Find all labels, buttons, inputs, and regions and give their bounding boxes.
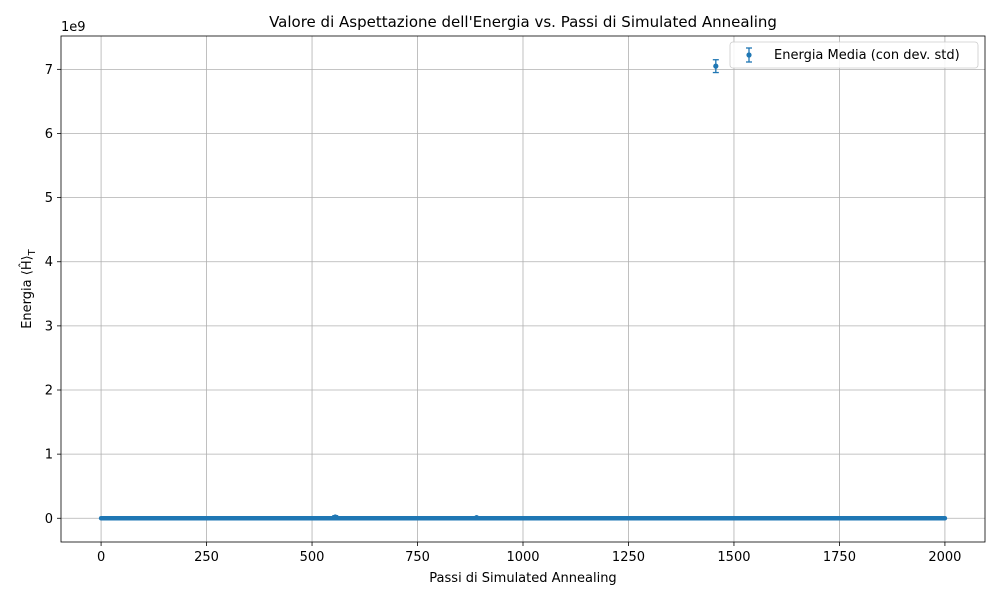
y-tick-label: 0 xyxy=(45,512,53,527)
x-tick-label: 500 xyxy=(300,550,325,565)
x-axis-label: Passi di Simulated Annealing xyxy=(429,571,616,586)
x-tick-label: 250 xyxy=(194,550,219,565)
x-tick-label: 1250 xyxy=(612,550,645,565)
y-tick-label: 2 xyxy=(45,384,53,399)
y-axis-label-main: Energia ⟨Ĥ⟩ xyxy=(19,255,35,328)
x-tick-label: 0 xyxy=(97,550,105,565)
x-tick-label: 1750 xyxy=(823,550,856,565)
y-tick-label: 4 xyxy=(45,255,53,270)
legend-marker xyxy=(746,47,752,63)
legend-point xyxy=(746,52,752,58)
legend-label: Energia Media (con dev. std) xyxy=(774,48,960,63)
x-tick-label: 2000 xyxy=(928,550,961,565)
data-point xyxy=(713,63,719,69)
x-tick-label: 750 xyxy=(405,550,430,565)
grid-lines xyxy=(61,36,985,542)
y-tick-label: 7 xyxy=(45,63,53,78)
y-axis-label-subscript: T xyxy=(27,248,38,256)
y-tick-label: 3 xyxy=(45,319,53,334)
data-point xyxy=(473,515,480,521)
legend-box xyxy=(729,41,979,69)
x-tick-label: 1500 xyxy=(717,550,750,565)
data-series xyxy=(98,59,948,521)
y-axis-label: Energia ⟨Ĥ⟩T xyxy=(19,248,38,328)
axis-ticks: 0 250 500 750 1000 1250 1500 1750 2000 0 1 2 3 4 5 6 7 xyxy=(45,63,962,565)
y-offset-label: 1e9 xyxy=(61,20,86,35)
legend: Energia Media (con dev. std) xyxy=(729,41,979,69)
y-tick-label: 1 xyxy=(45,448,53,463)
y-tick-label: 6 xyxy=(45,127,53,142)
data-point xyxy=(332,514,338,520)
y-tick-label: 5 xyxy=(45,191,53,206)
chart-title: Valore di Aspettazione dell'Energia vs. … xyxy=(269,13,777,31)
x-tick-label: 1000 xyxy=(506,550,539,565)
